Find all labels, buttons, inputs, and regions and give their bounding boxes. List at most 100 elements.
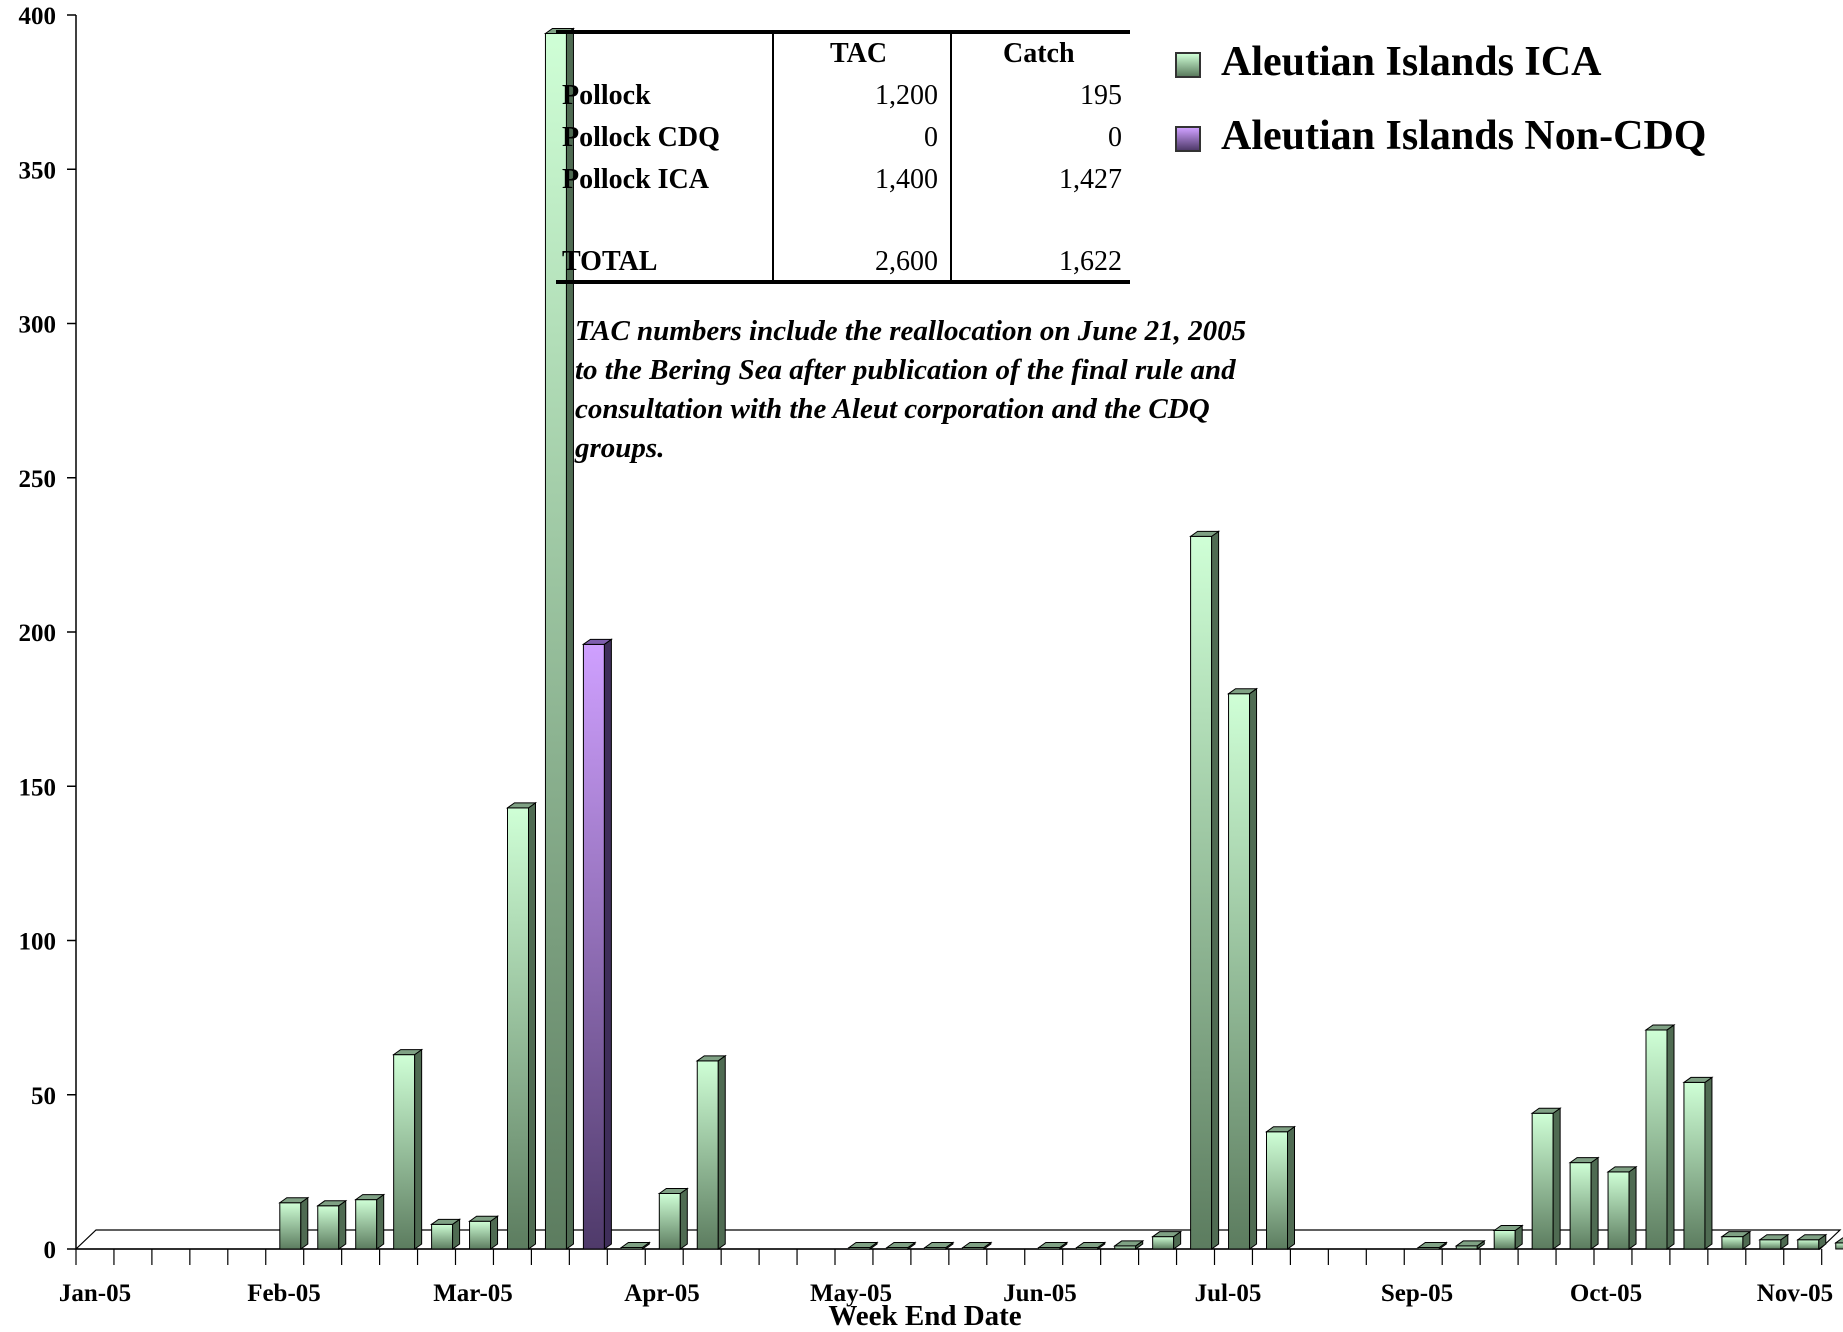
x-tick-label: Oct-05 [1570,1280,1642,1307]
bar [467,1215,500,1250]
bar-top [1151,1231,1183,1238]
bar [885,1241,917,1250]
bar-front [393,1054,416,1250]
bar-side [528,801,536,1250]
bar-front [1607,1171,1630,1250]
summary-table: TAC Catch Pollock 1,200 195 Pollock CDQ … [556,30,1130,284]
chart-annotation: TAC numbers include the reallocation on … [575,315,1247,464]
bar-top [1113,1240,1145,1247]
bar-front [469,1220,492,1250]
legend-label: Aleutian Islands Non-CDQ [1221,113,1707,159]
bar-front [1190,535,1213,1250]
table-row-label: Pollock [562,80,651,111]
bar [278,1196,310,1250]
bar-top [1796,1234,1828,1241]
table-cell-tac: 0 [924,122,938,153]
bar-top [316,1200,348,1207]
bar-side [717,1054,726,1250]
bar [847,1241,879,1250]
table-cell-tac: 1,400 [875,164,938,195]
bar-top [581,638,613,645]
bar-top [1037,1242,1069,1248]
bar-top [1416,1242,1448,1248]
bar [1226,687,1259,1250]
table-row-label: Pollock CDQ [562,122,720,153]
bar [1454,1239,1486,1250]
bar-front [1797,1239,1820,1250]
bar [581,638,613,1250]
bar-front [1266,1131,1288,1250]
legend-label: Aleutian Islands ICA [1221,39,1602,85]
bar-top [1682,1076,1714,1083]
bar [392,1048,424,1250]
bar [430,1218,462,1250]
table-divider [950,34,952,280]
bar-side [603,638,612,1250]
y-tick-label: 0 [44,1237,57,1264]
bar-front [582,643,605,1250]
bar-side [1211,530,1220,1250]
x-tick-label: Mar-05 [433,1280,513,1307]
bar-side [414,1048,423,1250]
bar-front [317,1205,340,1250]
bar-side [1704,1076,1713,1250]
bar [1492,1224,1524,1250]
bar-front [1683,1081,1706,1250]
x-tick-label: Jul-05 [1195,1280,1262,1307]
bar [1644,1023,1676,1250]
x-axis-title: Week End Date [828,1300,1021,1332]
bar-top [1720,1231,1752,1238]
bar-top [619,1242,651,1248]
x-tick-label: Jan-05 [59,1280,131,1307]
bars [278,27,1843,1250]
bar-top [354,1194,386,1201]
bar-side [490,1215,499,1250]
bar [1796,1233,1828,1250]
bar [1758,1233,1790,1250]
bar-front [279,1202,302,1250]
bar-front [1228,693,1251,1250]
bar-top [1606,1166,1638,1173]
bar-side [679,1187,688,1250]
bar-side [1287,1125,1295,1250]
bar [1682,1076,1714,1250]
bar [1151,1230,1183,1250]
x-tick-label: Sep-05 [1381,1280,1453,1307]
bar-top [278,1197,310,1204]
y-axis: 0 50 100 150 200 250 300 350 400 [19,3,77,1264]
bar-top [1454,1240,1486,1247]
bar-top [695,1055,727,1062]
table-divider [772,34,774,280]
bar [695,1054,727,1250]
bar-top [1758,1234,1790,1241]
y-tick-label: 150 [19,774,57,801]
bar-side [1666,1023,1675,1250]
y-tick-label: 50 [31,1083,56,1110]
bar-front [355,1199,378,1250]
bar-top [1492,1224,1524,1231]
bar-front [507,807,529,1250]
bar [1834,1237,1843,1250]
y-tick-label: 400 [19,3,57,30]
bar-front [1721,1236,1744,1250]
table-cell-catch: 1,622 [1059,246,1122,277]
bar-front [1835,1242,1843,1250]
bar-front [1531,1112,1554,1250]
table-cell-tac: 1,200 [875,80,938,111]
bar-front [1493,1229,1516,1250]
bar-top [1264,1126,1297,1133]
bar [1530,1107,1562,1250]
bar [961,1241,993,1250]
bar [1606,1165,1638,1250]
bar [1416,1241,1448,1250]
bar [1264,1125,1297,1250]
table-cell-catch: 1,427 [1059,164,1122,195]
bar [1075,1241,1107,1250]
legend-swatch-green [1175,52,1201,78]
bar [1037,1241,1069,1250]
bar-top [1644,1024,1676,1031]
y-tick-label: 100 [19,929,57,956]
bar-top [1226,688,1259,695]
table-row-label: Pollock ICA [562,164,709,195]
